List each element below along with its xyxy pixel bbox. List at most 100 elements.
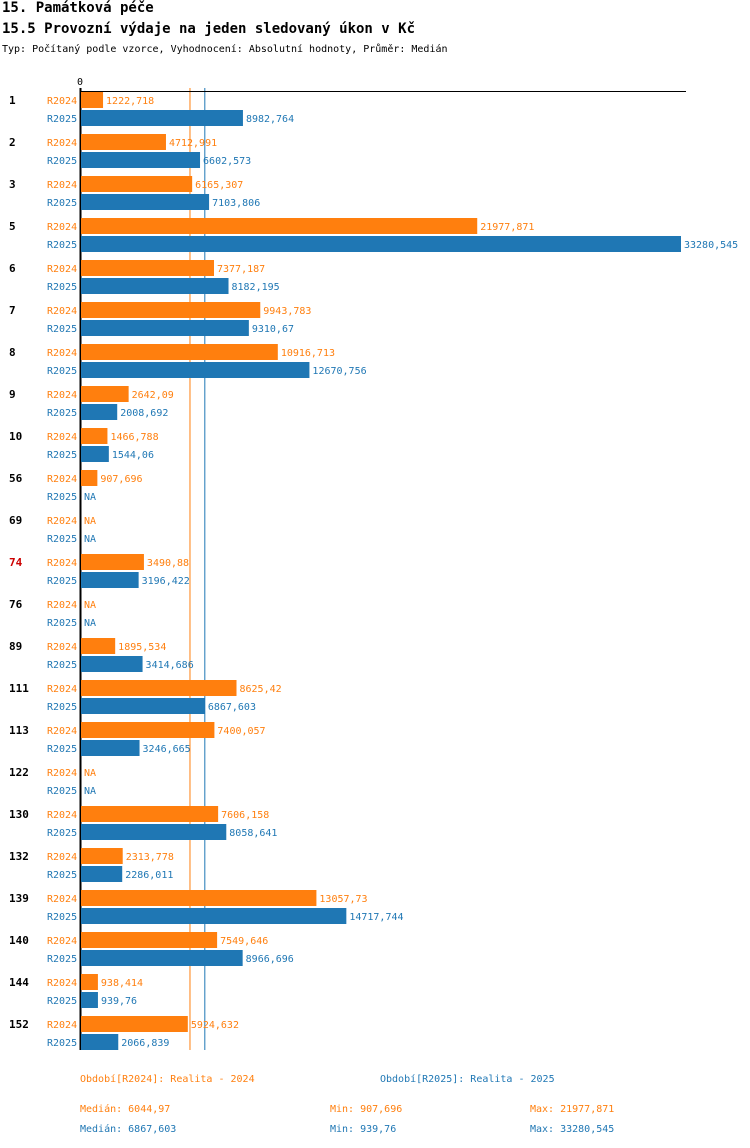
data-label-r2025: 14717,744 — [349, 912, 403, 923]
series-label-r2025: R2025 — [47, 408, 77, 419]
category-label: 5 — [9, 220, 16, 233]
bar-r2025 — [81, 992, 98, 1008]
series-label-r2025: R2025 — [47, 576, 77, 587]
data-label-r2024: 1466,788 — [110, 432, 158, 443]
series-label-r2024: R2024 — [47, 138, 77, 149]
data-label-r2025: 8182,195 — [232, 282, 280, 293]
data-label-r2024: 7400,057 — [217, 726, 265, 737]
series-label-r2024: R2024 — [47, 306, 77, 317]
series-label-r2024: R2024 — [47, 642, 77, 653]
category-label: 76 — [9, 598, 23, 611]
data-label-r2025: NA — [84, 618, 96, 629]
chart-title: 15.5 Provozní výdaje na jeden sledovaný … — [2, 21, 416, 37]
series-label-r2024: R2024 — [47, 936, 77, 947]
bar-chart: 0 1 R2024 R2025 1222,718 8982,764 2 R2024 R2025 4… — [9, 77, 738, 1050]
category-label: 1 — [9, 94, 16, 107]
data-label-r2025: 8982,764 — [246, 114, 294, 125]
category-label: 130 — [9, 808, 29, 821]
data-label-r2024: 8625,42 — [240, 684, 282, 695]
category-label: 111 — [9, 682, 29, 695]
series-label-r2025: R2025 — [47, 744, 77, 755]
bar-r2024 — [81, 848, 123, 864]
data-label-r2024: 7377,187 — [217, 264, 265, 275]
data-label-r2024: 21977,871 — [480, 222, 534, 233]
series-label-r2024: R2024 — [47, 978, 77, 989]
category-label: 122 — [9, 766, 29, 779]
series-label-r2025: R2025 — [47, 366, 77, 377]
data-label-r2025: 12670,756 — [312, 366, 366, 377]
bar-r2025 — [81, 656, 143, 672]
series-label-r2025: R2025 — [47, 114, 77, 125]
data-label-r2024: NA — [84, 516, 96, 527]
category-label: 140 — [9, 934, 29, 947]
data-label-r2024: 10916,713 — [281, 348, 335, 359]
bar-r2024 — [81, 974, 98, 990]
series-label-r2025: R2025 — [47, 786, 77, 797]
series-label-r2025: R2025 — [47, 534, 77, 545]
series-label-r2025: R2025 — [47, 324, 77, 335]
bar-r2025 — [81, 320, 249, 336]
bar-r2024 — [81, 638, 116, 654]
stat-max-r2024: Max: 21977,871 — [530, 1104, 615, 1115]
data-label-r2024: 9943,783 — [263, 306, 311, 317]
data-label-r2024: 13057,73 — [319, 894, 367, 905]
data-label-r2025: 1544,06 — [112, 450, 154, 461]
bar-r2024 — [81, 386, 129, 402]
series-label-r2025: R2025 — [47, 240, 77, 251]
bar-r2025 — [81, 152, 201, 168]
data-label-r2025: 33280,545 — [684, 240, 738, 251]
category-label: 3 — [9, 178, 16, 191]
data-label-r2024: 7606,158 — [221, 810, 269, 821]
category-label: 6 — [9, 262, 16, 275]
bar-r2025 — [81, 194, 210, 210]
category-label: 56 — [9, 472, 23, 485]
series-label-r2024: R2024 — [47, 684, 77, 695]
series-label-r2024: R2024 — [47, 432, 77, 443]
data-label-r2025: 3246,665 — [143, 744, 191, 755]
category-label: 113 — [9, 724, 29, 737]
bar-r2024 — [81, 554, 144, 570]
series-label-r2025: R2025 — [47, 912, 77, 923]
series-label-r2024: R2024 — [47, 222, 77, 233]
bar-r2024 — [81, 176, 193, 192]
series-label-r2024: R2024 — [47, 96, 77, 107]
data-label-r2024: NA — [84, 600, 96, 611]
data-label-r2025: NA — [84, 492, 96, 503]
category-label: 7 — [9, 304, 16, 317]
series-label-r2024: R2024 — [47, 852, 77, 863]
bar-r2025 — [81, 824, 227, 840]
data-label-r2024: 4712,991 — [169, 138, 217, 149]
series-label-r2024: R2024 — [47, 474, 77, 485]
series-label-r2024: R2024 — [47, 1020, 77, 1031]
data-label-r2025: 3414,686 — [146, 660, 194, 671]
stat-min-r2024: Min: 907,696 — [330, 1104, 403, 1115]
bar-r2025 — [81, 572, 139, 588]
data-label-r2024: 2642,09 — [132, 390, 174, 401]
category-label: 74 — [9, 556, 23, 569]
series-label-r2024: R2024 — [47, 810, 77, 821]
category-label: 10 — [9, 430, 22, 443]
bar-r2025 — [81, 362, 310, 378]
chart-subtitle: Typ: Počítaný podle vzorce, Vyhodnocení:… — [2, 44, 448, 55]
data-label-r2024: 5924,632 — [191, 1020, 239, 1031]
series-label-r2025: R2025 — [47, 282, 77, 293]
bar-r2024 — [81, 806, 219, 822]
data-label-r2024: 6165,307 — [195, 180, 243, 191]
data-label-r2025: 3196,422 — [142, 576, 190, 587]
stat-max-r2025: Max: 33280,545 — [530, 1124, 615, 1135]
category-label: 8 — [9, 346, 16, 359]
series-label-r2024: R2024 — [47, 600, 77, 611]
data-label-r2024: 2313,778 — [126, 852, 174, 863]
bar-r2025 — [81, 278, 229, 294]
series-label-r2025: R2025 — [47, 660, 77, 671]
bar-r2024 — [81, 92, 104, 108]
series-label-r2024: R2024 — [47, 726, 77, 737]
data-label-r2024: NA — [84, 768, 96, 779]
data-label-r2025: 939,76 — [101, 996, 137, 1007]
bar-r2025 — [81, 110, 243, 126]
series-label-r2025: R2025 — [47, 702, 77, 713]
category-label: 89 — [9, 640, 22, 653]
bar-r2025 — [81, 1034, 119, 1050]
series-label-r2025: R2025 — [47, 870, 77, 881]
x-axis-tick-label: 0 — [77, 77, 83, 88]
